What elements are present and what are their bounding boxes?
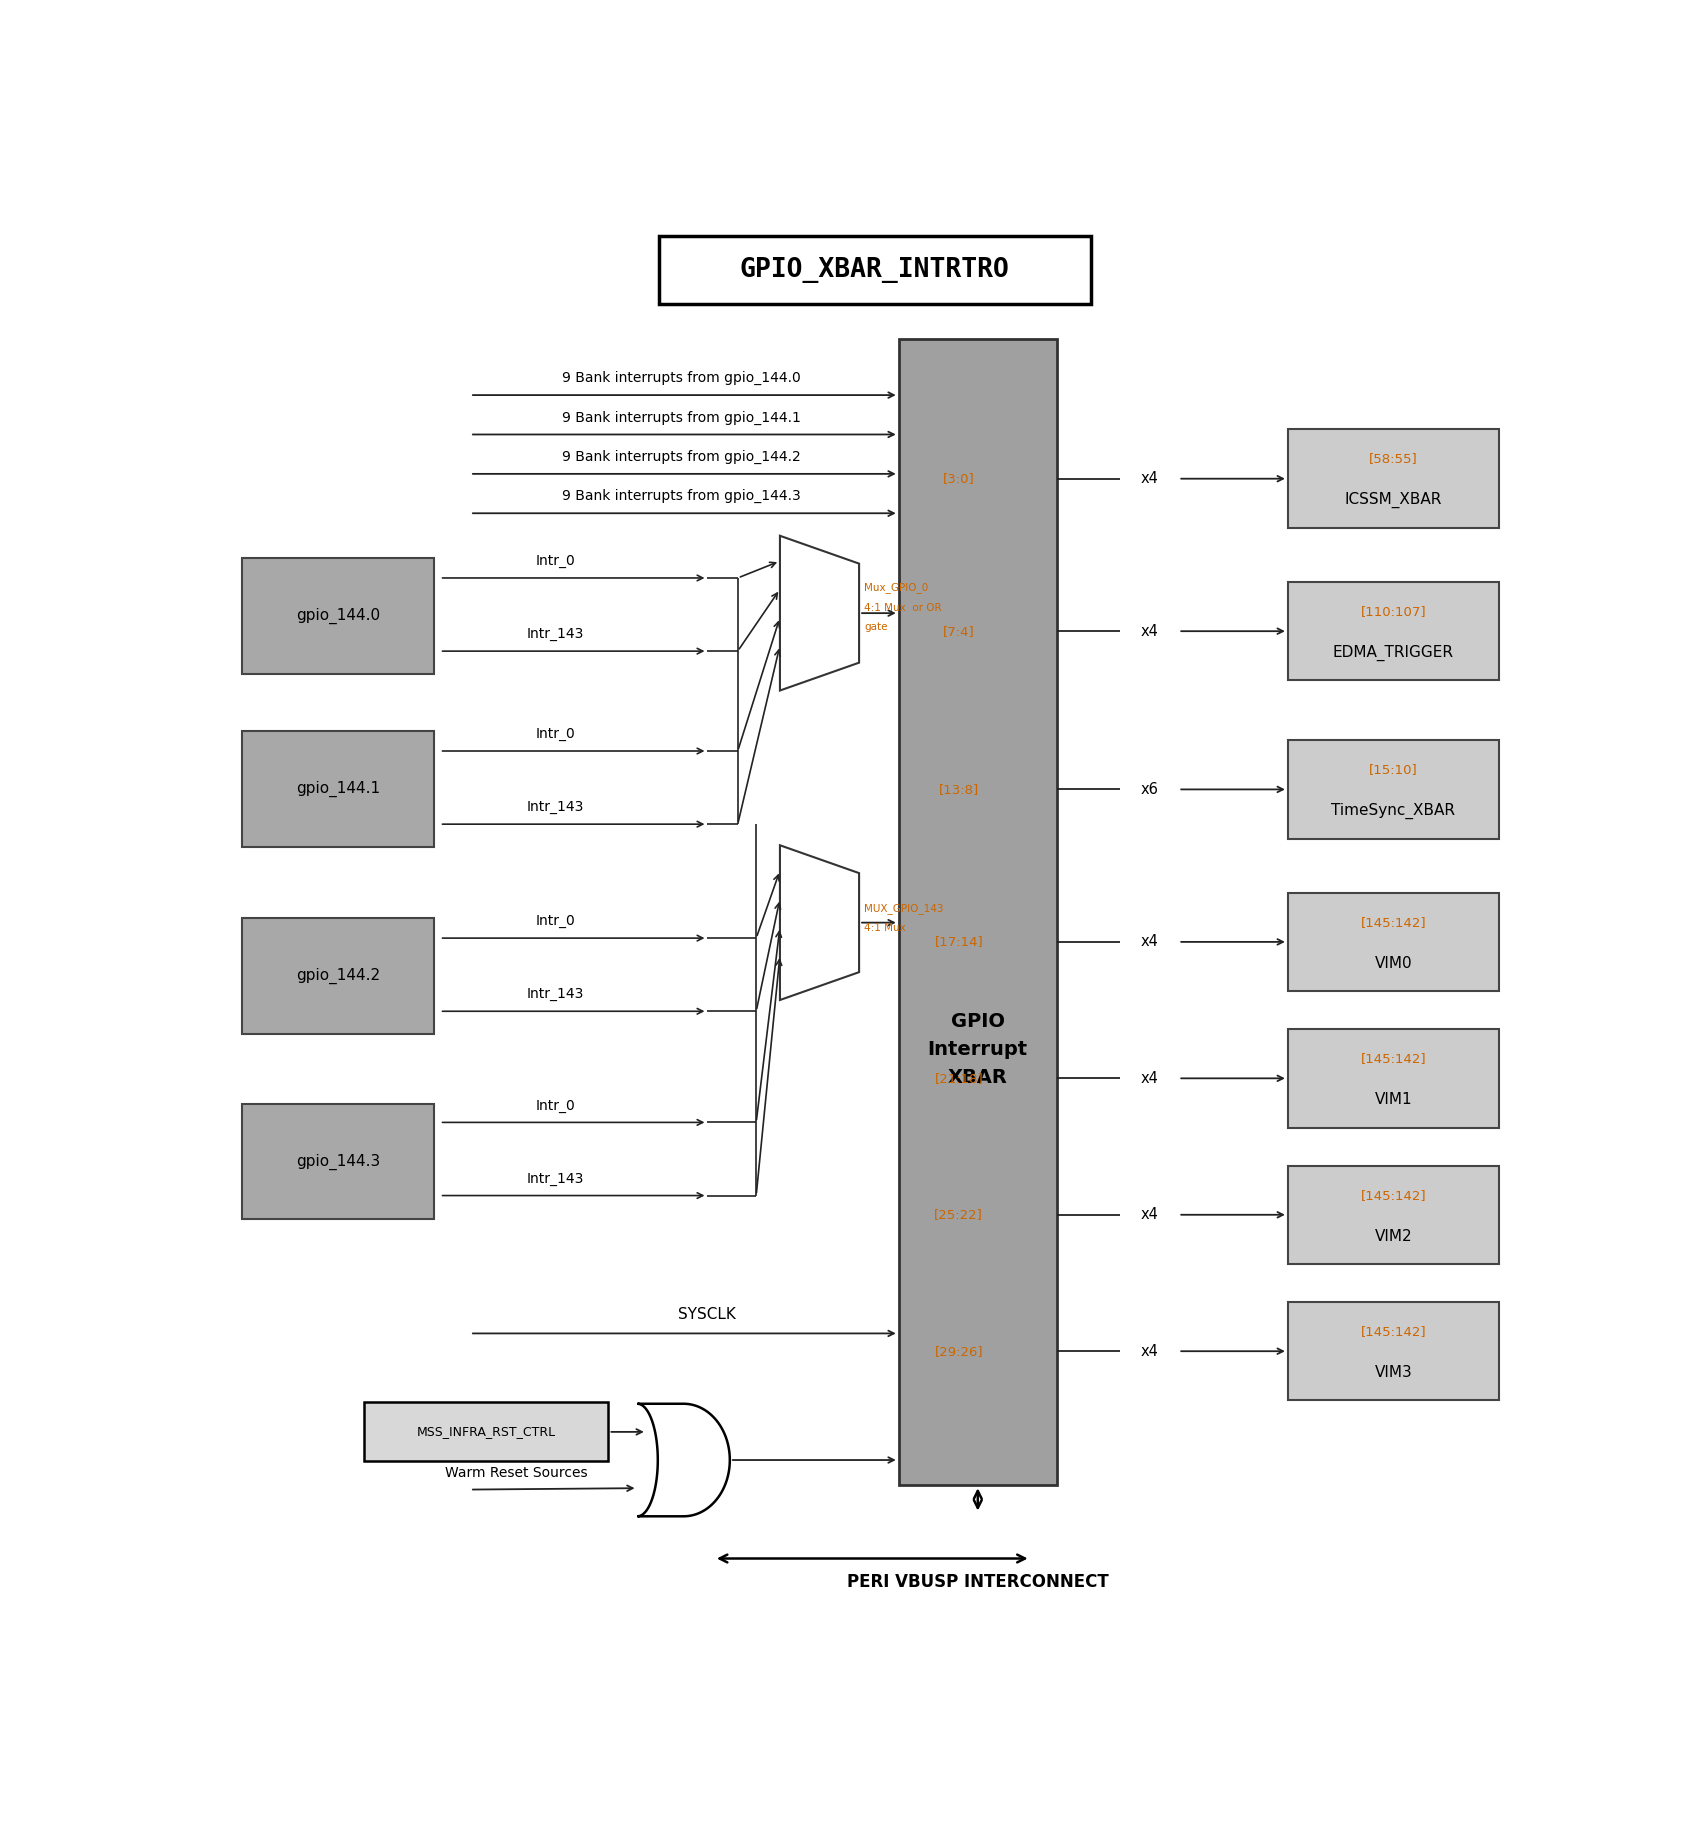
Text: [7:4]: [7:4] [943,625,975,638]
Text: [29:26]: [29:26] [934,1345,984,1357]
Bar [1288,429,1499,528]
Text: VIM1: VIM1 [1375,1093,1413,1107]
Text: [110:107]: [110:107] [1360,605,1426,618]
Text: [3:0]: [3:0] [943,471,975,486]
Bar [242,919,434,1034]
Bar [1288,1166,1499,1264]
Bar [242,731,434,846]
Text: 9 Bank interrupts from gpio_144.0: 9 Bank interrupts from gpio_144.0 [562,371,800,385]
Text: TimeSync_XBAR: TimeSync_XBAR [1331,804,1455,818]
Text: GPIO_XBAR_INTRTRO: GPIO_XBAR_INTRTRO [740,258,1009,283]
Text: Intr_0: Intr_0 [536,914,575,928]
Text: gpio_144.3: gpio_144.3 [296,1153,380,1169]
Text: Intr_143: Intr_143 [528,987,584,1001]
Text: [13:8]: [13:8] [940,784,979,797]
Text: [15:10]: [15:10] [1368,764,1418,776]
Bar [1288,1303,1499,1401]
Polygon shape [780,846,860,999]
Bar [242,1104,434,1219]
Bar [242,559,434,674]
Text: Mux_GPIO_0: Mux_GPIO_0 [865,583,929,594]
Bar [1288,893,1499,990]
Text: VIM3: VIM3 [1375,1365,1413,1381]
Text: gpio_144.0: gpio_144.0 [296,608,380,625]
Text: [145:142]: [145:142] [1360,1052,1426,1065]
Text: EDMA_TRIGGER: EDMA_TRIGGER [1333,645,1454,661]
Text: Warm Reset Sources: Warm Reset Sources [444,1465,587,1480]
Text: Intr_0: Intr_0 [536,1098,575,1113]
Text: x4: x4 [1140,934,1159,950]
Text: Intr_143: Intr_143 [528,1171,584,1186]
Text: MSS_INFRA_RST_CTRL: MSS_INFRA_RST_CTRL [417,1425,557,1438]
Bar [1288,583,1499,680]
Text: SYSCLK: SYSCLK [679,1306,737,1323]
Text: 9 Bank interrupts from gpio_144.1: 9 Bank interrupts from gpio_144.1 [562,411,800,424]
Text: [145:142]: [145:142] [1360,1189,1426,1202]
Text: [145:142]: [145:142] [1360,1325,1426,1337]
Text: ICSSM_XBAR: ICSSM_XBAR [1345,491,1442,508]
Text: [25:22]: [25:22] [934,1208,984,1220]
Text: gpio_144.2: gpio_144.2 [296,968,380,985]
Text: 4:1 Mux: 4:1 Mux [865,923,905,934]
Bar [899,338,1057,1485]
Text: PERI VBUSP INTERCONNECT: PERI VBUSP INTERCONNECT [848,1573,1108,1591]
Text: [145:142]: [145:142] [1360,915,1426,928]
Bar [1288,1029,1499,1127]
Polygon shape [638,1403,730,1516]
Text: gpio_144.1: gpio_144.1 [296,780,380,797]
Polygon shape [780,535,860,691]
Text: x4: x4 [1140,1071,1159,1085]
Text: MUX_GPIO_143: MUX_GPIO_143 [865,903,945,914]
Bar [659,236,1091,303]
Text: x6: x6 [1140,782,1159,797]
Text: 4:1 Mux  or OR: 4:1 Mux or OR [865,603,941,612]
Text: Intr_0: Intr_0 [536,727,575,742]
Text: Intr_143: Intr_143 [528,627,584,641]
Text: gate: gate [865,623,888,632]
Text: x4: x4 [1140,1208,1159,1222]
Text: 9 Bank interrupts from gpio_144.2: 9 Bank interrupts from gpio_144.2 [562,449,800,464]
Text: 9 Bank interrupts from gpio_144.3: 9 Bank interrupts from gpio_144.3 [562,490,800,504]
Bar [364,1403,608,1462]
Text: [58:55]: [58:55] [1368,453,1418,466]
Text: GPIO
Interrupt
XBAR: GPIO Interrupt XBAR [928,1012,1028,1087]
Text: [21:18]: [21:18] [934,1072,984,1085]
Text: x4: x4 [1140,623,1159,639]
Text: VIM2: VIM2 [1375,1230,1413,1244]
Bar [1288,740,1499,839]
Text: VIM0: VIM0 [1375,956,1413,972]
Text: x4: x4 [1140,1343,1159,1359]
Text: Intr_0: Intr_0 [536,554,575,568]
Text: x4: x4 [1140,471,1159,486]
Text: Intr_143: Intr_143 [528,800,584,815]
Text: [17:14]: [17:14] [934,935,984,948]
